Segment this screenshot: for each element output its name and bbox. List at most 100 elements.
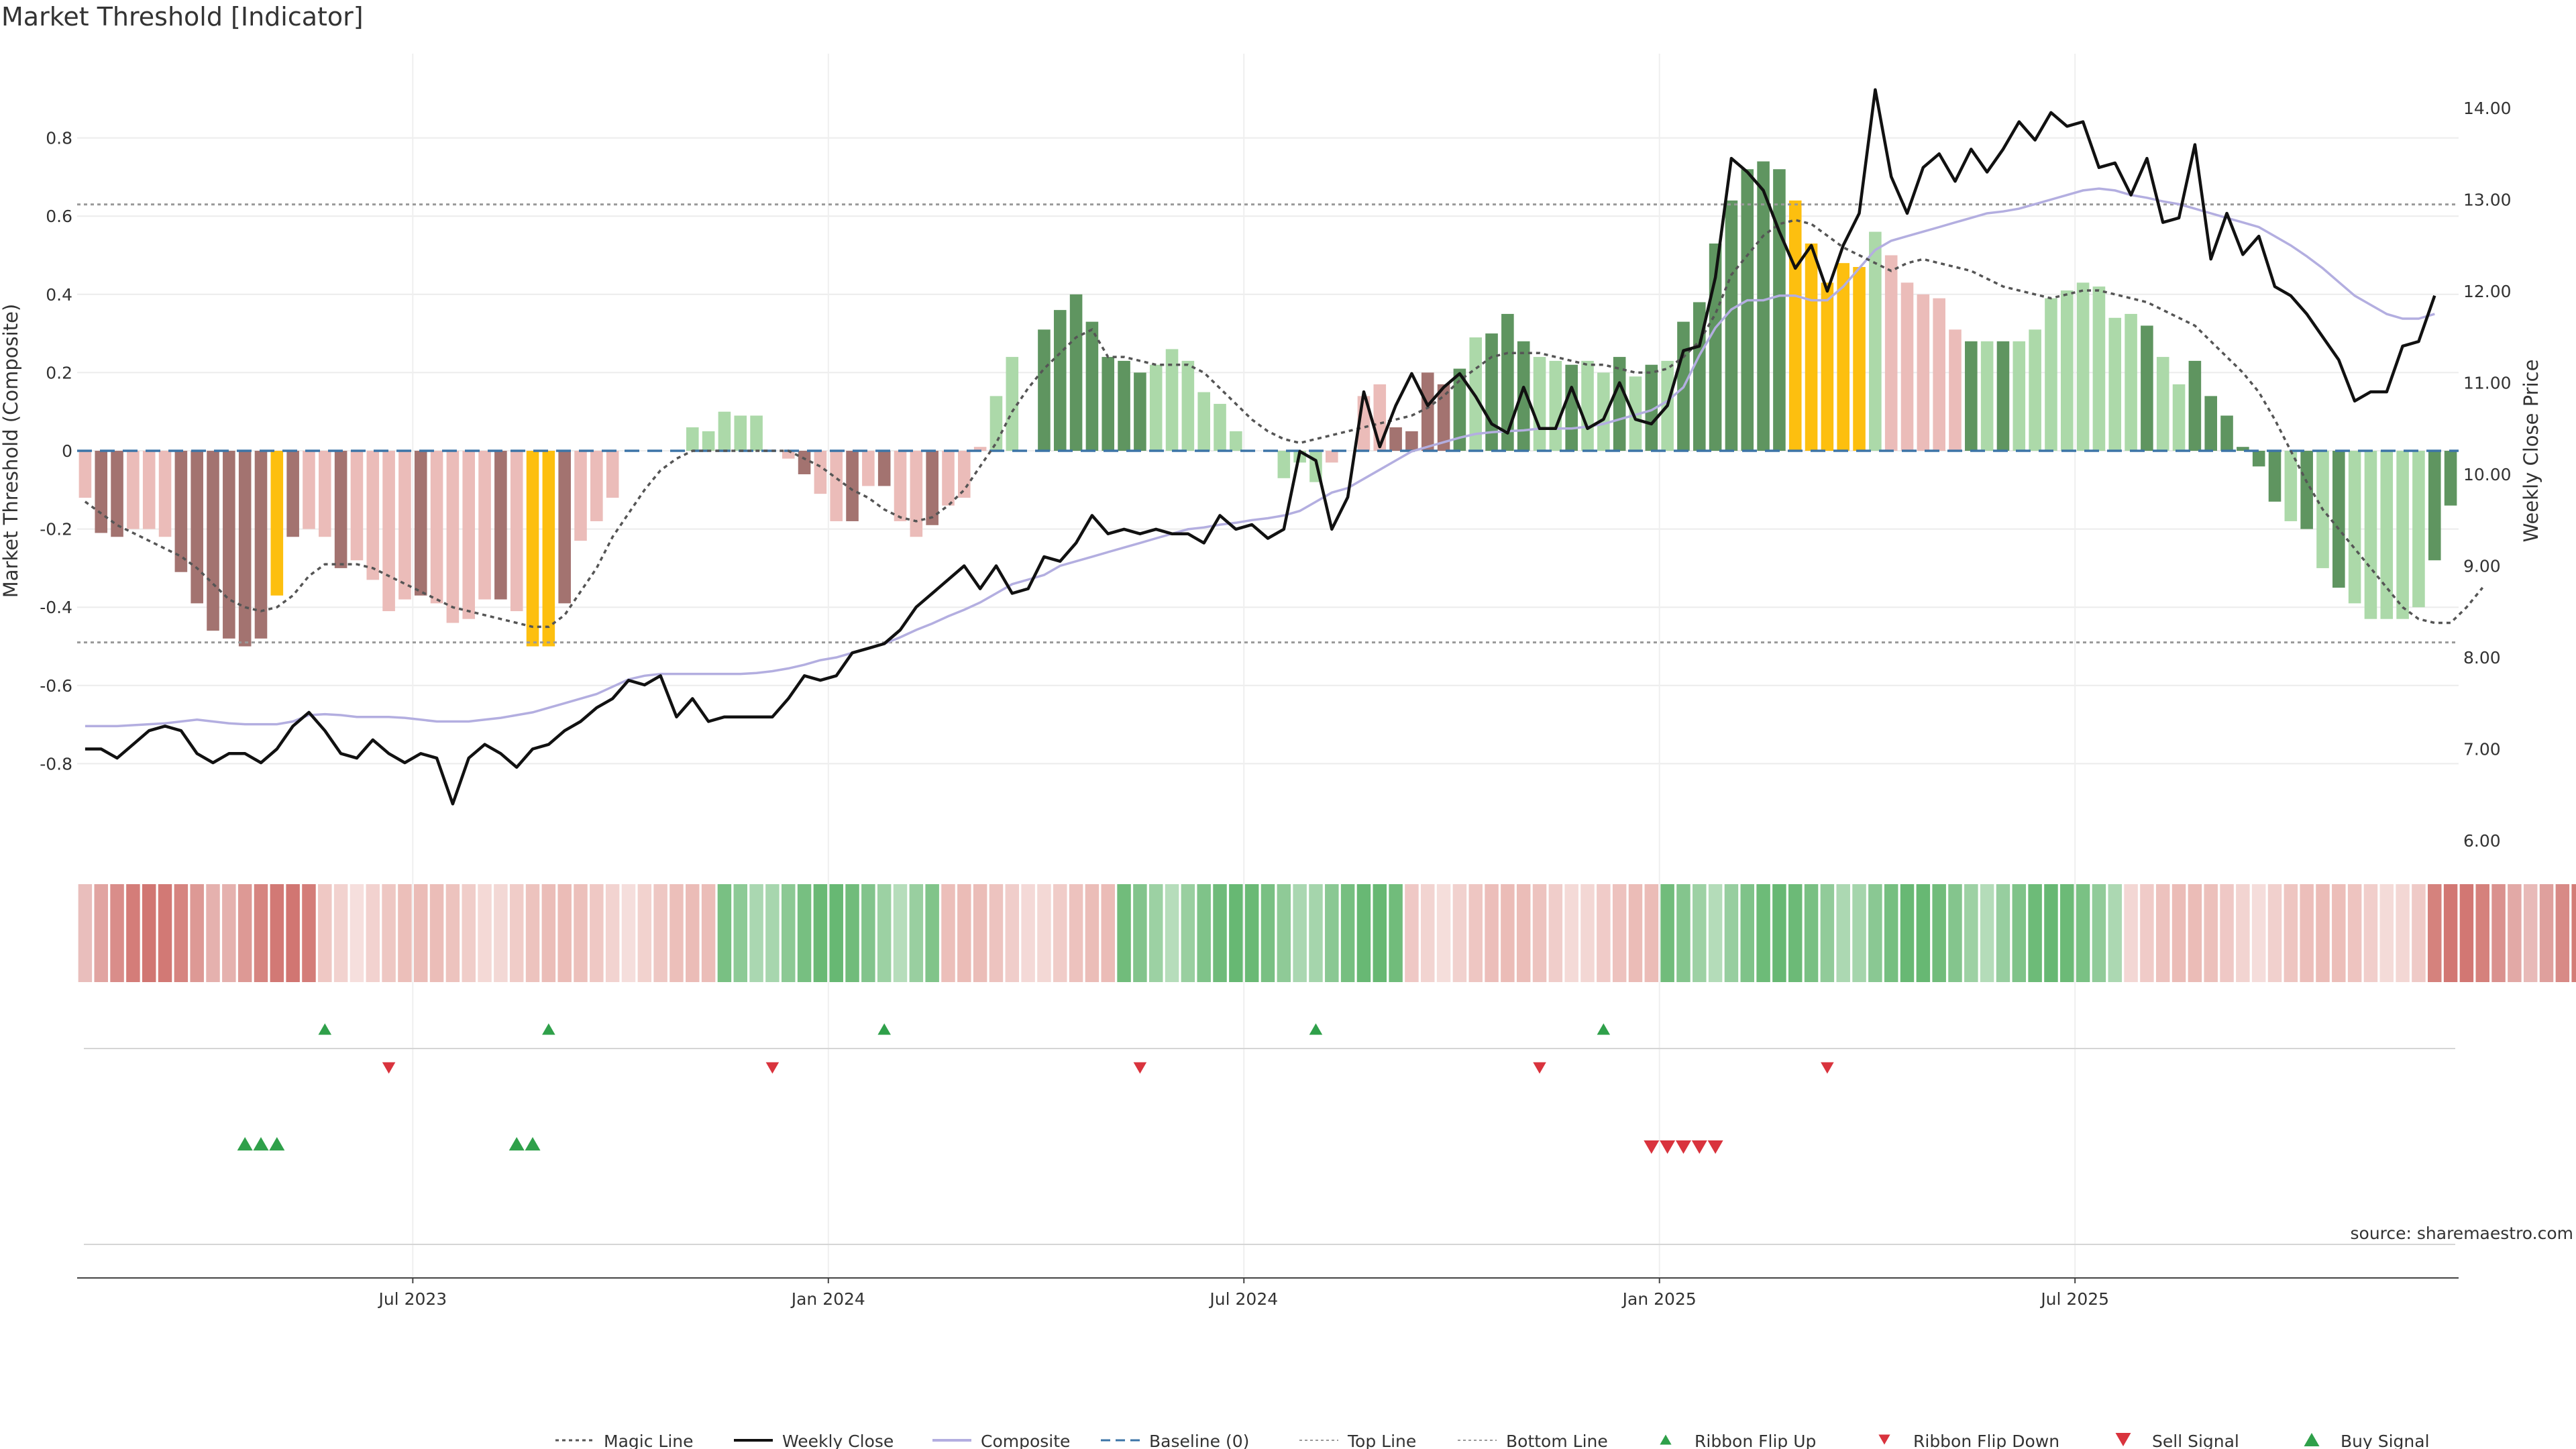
composite-bar xyxy=(590,451,603,521)
ribbon-cell xyxy=(1133,884,1147,982)
composite-bar xyxy=(2380,451,2394,619)
ribbon-cell xyxy=(254,884,268,982)
ribbon-cell xyxy=(1117,884,1131,982)
composite-bar xyxy=(814,451,827,494)
ribbon-cell xyxy=(1244,884,1259,982)
ribbon-cell xyxy=(78,884,93,982)
composite-bar xyxy=(2396,451,2409,619)
composite-bar xyxy=(2364,451,2377,619)
ribbon-cell xyxy=(1277,884,1291,982)
ribbon-cell xyxy=(2555,884,2570,982)
ribbon-flip-down-marker xyxy=(765,1062,780,1074)
composite-bar xyxy=(95,451,108,533)
ribbon-cell xyxy=(398,884,412,982)
composite-bar xyxy=(1996,341,2010,451)
sell-signal-marker xyxy=(1707,1140,1723,1154)
ribbon-cell xyxy=(733,884,748,982)
legend-item: Weekly Close xyxy=(734,1432,894,1449)
legend-swatch-marker xyxy=(1660,1434,1672,1445)
ribbon-cell xyxy=(158,884,172,982)
right-tick-label: 13.00 xyxy=(2463,191,2512,210)
composite-bar xyxy=(286,451,299,537)
ribbon-cell xyxy=(2428,884,2442,982)
composite-bar xyxy=(478,451,491,600)
ribbon-cell xyxy=(1405,884,1419,982)
legend-item: Ribbon Flip Down xyxy=(1878,1432,2059,1449)
source-note: source: sharemaestro.com xyxy=(2351,1224,2574,1243)
composite-bar xyxy=(430,451,443,604)
buy-signal-marker xyxy=(525,1137,541,1150)
composite-bar xyxy=(686,427,699,451)
ribbon-cell xyxy=(382,884,396,982)
ribbon-cell xyxy=(302,884,316,982)
composite-bar xyxy=(862,451,875,486)
composite-bar xyxy=(2237,447,2249,451)
composite-bar xyxy=(2141,325,2153,451)
ribbon-cell xyxy=(2028,884,2042,982)
ribbon-cell xyxy=(2236,884,2250,982)
composite-bar xyxy=(1884,255,1898,451)
composite-bar xyxy=(303,451,315,529)
left-tick-label: 0.6 xyxy=(46,207,72,226)
sell-signal-marker xyxy=(1675,1140,1691,1154)
composite-bar xyxy=(2412,451,2425,608)
composite-bar xyxy=(1980,341,1994,451)
composite-bar xyxy=(958,451,971,498)
ribbon-cell xyxy=(1229,884,1243,982)
composite-bar xyxy=(1118,360,1130,451)
ribbon-cell xyxy=(1724,884,1739,982)
chart-title: Market Threshold [Indicator] xyxy=(1,2,364,32)
composite-bar xyxy=(718,411,731,451)
ribbon-cell xyxy=(1884,884,1898,982)
ribbon-cell xyxy=(2171,884,2186,982)
composite-bars xyxy=(78,161,2457,647)
ribbon-flip-down-marker xyxy=(1821,1062,1834,1074)
legend-label: Buy Signal xyxy=(2341,1432,2430,1449)
ribbon-cell xyxy=(206,884,220,982)
ribbon-cell xyxy=(1740,884,1755,982)
composite-bar xyxy=(750,415,763,451)
ribbon-cell xyxy=(2284,884,2298,982)
magic-line xyxy=(84,219,2484,629)
composite-bar xyxy=(1102,357,1115,451)
ribbon-cell xyxy=(2316,884,2330,982)
ribbon-cell xyxy=(1452,884,1467,982)
ribbon-cell xyxy=(557,884,572,982)
composite-bar xyxy=(574,451,587,541)
ribbon-cell xyxy=(1373,884,1387,982)
composite-bar xyxy=(2284,451,2298,521)
composite-bar xyxy=(2252,451,2265,467)
series-lines xyxy=(77,88,2484,806)
x-tick-label: Jan 2025 xyxy=(1621,1289,1697,1309)
ribbon-cell xyxy=(1980,884,1994,982)
ribbon-cell xyxy=(2140,884,2154,982)
ribbon-flip-up-marker xyxy=(877,1023,891,1035)
composite-bar xyxy=(1773,169,1786,451)
ribbon-cell xyxy=(2412,884,2426,982)
signal-panels xyxy=(84,1023,2455,1245)
ribbon-cell xyxy=(509,884,524,982)
ribbon-cell xyxy=(621,884,636,982)
ribbon-cell xyxy=(1101,884,1115,982)
composite-bar xyxy=(142,451,156,529)
ribbon-cell xyxy=(717,884,732,982)
composite-bar xyxy=(127,451,140,529)
ribbon-cell xyxy=(174,884,189,982)
composite-bar xyxy=(1277,451,1291,478)
legend-label: Composite xyxy=(981,1432,1070,1449)
composite-bar xyxy=(1181,360,1195,451)
ribbon-cell xyxy=(2396,884,2410,982)
legend-label: Sell Signal xyxy=(2152,1432,2239,1449)
composite-bar xyxy=(1949,329,1962,451)
ribbon-cell xyxy=(1021,884,1035,982)
sell-signal-marker xyxy=(1644,1140,1660,1154)
ribbon-flip-down-marker xyxy=(382,1062,396,1074)
legend-item: Bottom Line xyxy=(1458,1432,1608,1449)
ribbon-cell xyxy=(1501,884,1515,982)
composite-bar xyxy=(877,451,891,486)
ribbon-cell xyxy=(525,884,540,982)
legend-label: Bottom Line xyxy=(1506,1432,1608,1449)
composite-bar xyxy=(2444,451,2457,506)
ribbon-cell xyxy=(2300,884,2314,982)
ribbon-cell xyxy=(2044,884,2058,982)
